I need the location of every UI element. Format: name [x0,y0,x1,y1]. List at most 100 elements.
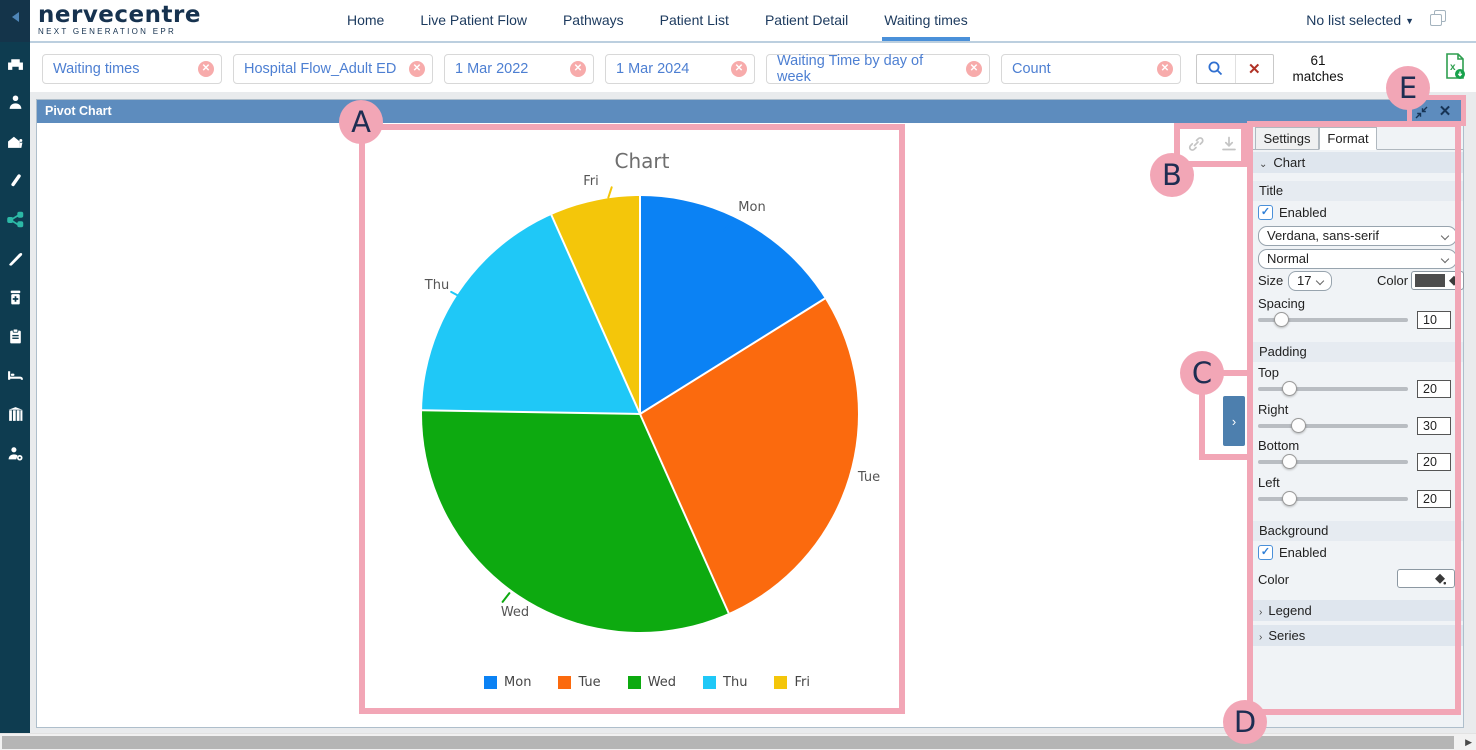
remove-filter-icon[interactable]: ✕ [731,60,747,77]
medication-icon[interactable] [6,288,24,306]
main-nav: Home Live Patient Flow Pathways Patient … [345,0,970,41]
user-admin-icon[interactable] [6,444,24,462]
nav-tab-pathways[interactable]: Pathways [562,12,624,28]
filter-pill-date-to[interactable]: 1 Mar 2024 ✕ [605,53,755,84]
hospital-icon[interactable] [6,54,24,72]
legend-item-wed[interactable]: Wed [627,675,676,690]
legend-swatch [703,676,717,689]
window-close-icon[interactable]: ✕ [1438,103,1452,120]
spacing-input[interactable] [1417,311,1451,329]
legend-item-mon[interactable]: Mon [484,675,531,690]
remove-filter-icon[interactable]: ✕ [1157,60,1173,77]
section-label: Series [1268,628,1306,643]
background-enabled-row: ✓ Enabled [1258,545,1327,560]
copy-window-icon[interactable] [1430,10,1446,26]
padding-right-slider[interactable] [1258,418,1408,433]
select-value: 17 [1297,273,1312,288]
font-weight-select[interactable]: Normal [1258,249,1457,269]
clear-search-button[interactable]: ✕ [1247,60,1261,78]
nav-tab-patient-detail[interactable]: Patient Detail [764,12,849,28]
filter-pill-report[interactable]: Waiting times ✕ [42,53,222,84]
lab-sample-icon[interactable] [6,171,24,189]
subsection-padding: Padding [1251,342,1463,362]
bed-icon[interactable] [6,366,24,384]
nav-tab-patient-list[interactable]: Patient List [659,12,729,28]
filter-pill-location[interactable]: Hospital Flow_Adult ED ✕ [233,53,433,84]
annotation-letter-a: A [339,100,383,144]
remove-filter-icon[interactable]: ✕ [570,60,586,77]
section-label: Legend [1268,603,1312,618]
padding-top-input[interactable] [1417,380,1451,398]
scrollbar-thumb[interactable] [2,736,1454,749]
panel-expand-handle[interactable]: › [1223,396,1245,446]
divider [1234,54,1236,83]
window-collapse-icon[interactable] [1413,104,1429,120]
filter-pill-label: 1 Mar 2024 [616,60,690,77]
remove-filter-icon[interactable]: ✕ [966,60,982,77]
legend-swatch [558,676,572,689]
checkbox-label: Enabled [1279,545,1327,560]
annotation-letter-b: B [1150,153,1194,197]
section-series[interactable]: › Series [1251,625,1463,646]
slice-label-tue: Tue [857,470,881,485]
scroll-right-arrow[interactable]: ▶ [1465,737,1472,747]
legend-item-fri[interactable]: Fri [774,675,810,690]
padding-bottom-slider[interactable] [1258,454,1408,469]
padding-left-input[interactable] [1417,490,1451,508]
discharge-home-icon[interactable] [6,132,24,150]
nav-tab-home[interactable]: Home [347,12,385,28]
pathways-icon[interactable] [6,210,24,228]
sidebar-collapse-button[interactable] [0,0,30,42]
tab-format[interactable]: Format [1319,127,1377,150]
section-legend[interactable]: › Legend [1251,600,1463,621]
surgery-scalpel-icon[interactable] [6,249,24,267]
remove-filter-icon[interactable]: ✕ [198,60,214,77]
clinician-icon[interactable] [6,93,24,111]
nav-tab-waiting-times[interactable]: Waiting times [882,0,970,41]
filter-pill-aggregation[interactable]: Count ✕ [1001,53,1181,84]
link-icon[interactable] [1187,135,1205,153]
annotation-line-c [1199,392,1205,460]
export-excel-icon[interactable]: x [1443,52,1467,82]
remove-filter-icon[interactable]: ✕ [409,60,425,77]
horizontal-scrollbar[interactable]: ▶ [0,733,1476,750]
spacing-slider[interactable] [1258,312,1408,327]
color-swatch [1401,572,1431,585]
window-titlebar[interactable]: Pivot Chart ✕ [37,100,1463,123]
font-size-select[interactable]: 17 [1288,271,1332,291]
filter-bar: Waiting times ✕ Hospital Flow_Adult ED ✕ 1… [30,45,1476,92]
filter-pill-measure[interactable]: Waiting Time by day of week ✕ [766,53,990,85]
legend-item-tue[interactable]: Tue [558,675,601,690]
tasks-clipboard-icon[interactable] [6,327,24,345]
download-icon[interactable] [1220,135,1238,153]
padding-bottom-label: Bottom [1258,438,1300,453]
legend-label: Fri [794,675,810,690]
search-button[interactable] [1197,55,1235,83]
background-color-picker[interactable] [1397,569,1455,588]
select-value: Verdana, sans-serif [1267,228,1380,243]
wards-building-icon[interactable] [6,405,24,423]
font-family-select[interactable]: Verdana, sans-serif [1258,226,1457,246]
section-chart[interactable]: ⌄ Chart [1251,152,1463,173]
title-enabled-checkbox[interactable]: ✓ [1258,205,1273,220]
background-color-label: Color [1258,572,1290,587]
list-selector-dropdown[interactable]: No list selected ▼ [1306,12,1414,28]
subsection-background: Background [1251,521,1463,541]
slice-label-fri: Fri [583,174,599,189]
format-panel: Settings Format ⌄ Chart Title ✓ Enabled V… [1250,123,1464,727]
annotation-box-e [1407,95,1466,126]
legend-item-thu[interactable]: Thu [703,675,747,690]
filter-pill-date-from[interactable]: 1 Mar 2022 ✕ [444,53,594,84]
chevron-right-icon: › [1259,607,1263,618]
padding-bottom-input[interactable] [1417,453,1451,471]
slice-label-wed: Wed [500,605,530,620]
tab-settings[interactable]: Settings [1255,127,1319,150]
padding-top-label: Top [1258,365,1279,380]
annotation-box-d [1247,121,1461,715]
padding-top-slider[interactable] [1258,381,1408,396]
title-color-picker[interactable] [1411,271,1464,290]
padding-left-slider[interactable] [1258,491,1408,506]
background-enabled-checkbox[interactable]: ✓ [1258,545,1273,560]
nav-tab-live-patient-flow[interactable]: Live Patient Flow [420,12,527,28]
padding-right-input[interactable] [1417,417,1451,435]
